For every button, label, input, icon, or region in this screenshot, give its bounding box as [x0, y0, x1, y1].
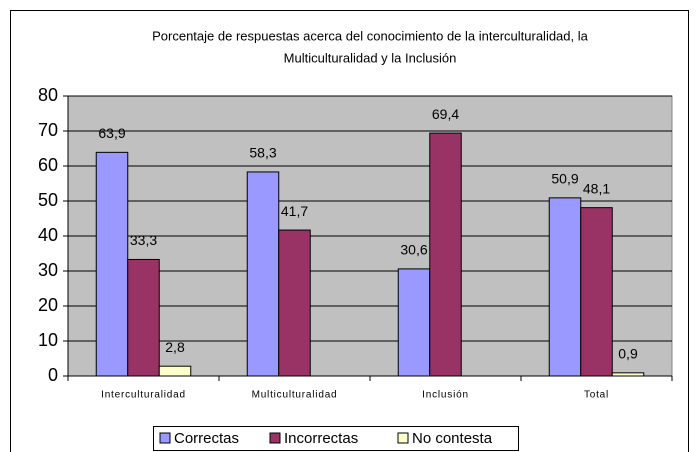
- value-label: 30,6: [400, 242, 427, 258]
- bar: [246, 171, 280, 377]
- value-label: 33,3: [130, 232, 157, 248]
- bar: [397, 268, 431, 377]
- legend-label: Correctas: [174, 430, 239, 447]
- x-tick-label: Total: [584, 390, 609, 401]
- legend-label: No contesta: [412, 430, 493, 447]
- y-tick-label: 40: [38, 225, 58, 245]
- legend-swatch: [269, 432, 281, 444]
- bar: [548, 197, 582, 377]
- bar: [127, 258, 160, 377]
- value-label: 41,7: [281, 203, 308, 219]
- x-tick-label: Inclusión: [422, 390, 469, 401]
- bar: [278, 229, 311, 377]
- value-label: 69,4: [432, 106, 459, 122]
- y-tick-label: 50: [38, 190, 58, 210]
- value-label: 63,9: [98, 125, 125, 141]
- legend-swatch: [397, 432, 409, 444]
- legend-swatch: [159, 432, 171, 444]
- bar: [95, 151, 129, 377]
- x-tick-label: Multiculturalidad: [252, 390, 338, 401]
- y-tick-label: 30: [38, 260, 58, 280]
- chart-title: Multiculturalidad y la Inclusión: [284, 50, 457, 65]
- value-label: 58,3: [249, 145, 276, 161]
- y-tick-label: 0: [48, 365, 58, 385]
- bar: [429, 132, 462, 377]
- bar: [580, 207, 613, 377]
- legend-frame: [153, 426, 519, 451]
- y-tick-label: 10: [38, 330, 58, 350]
- value-label: 50,9: [551, 171, 578, 187]
- y-tick-label: 20: [38, 295, 58, 315]
- y-tick-label: 70: [38, 120, 58, 140]
- x-tick-label: Interculturalidad: [101, 390, 186, 401]
- value-label: 0,9: [618, 346, 638, 362]
- chart-title: Porcentaje de respuestas acerca del cono…: [152, 28, 589, 43]
- value-label: 48,1: [583, 180, 610, 196]
- y-tick-label: 60: [38, 155, 58, 175]
- legend-label: Incorrectas: [284, 430, 358, 447]
- y-tick-label: 80: [38, 85, 58, 105]
- value-label: 2,8: [165, 339, 185, 355]
- bar: [158, 365, 192, 377]
